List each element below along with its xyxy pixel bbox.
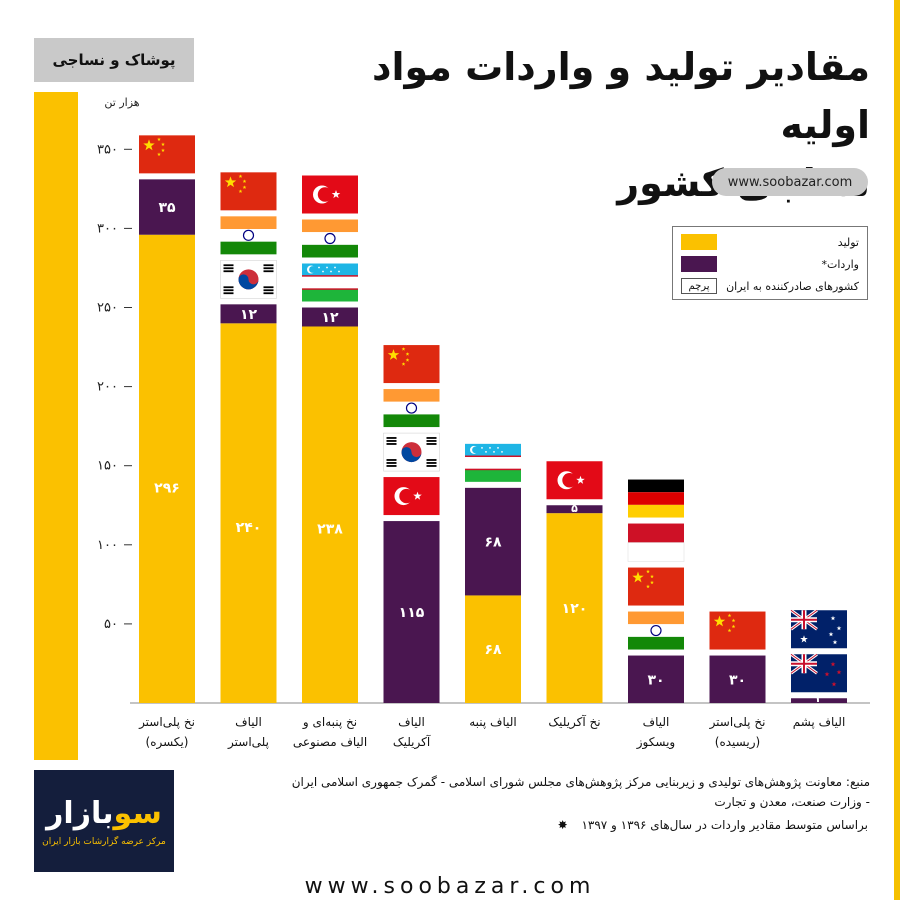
y-tick-label: ۲۵۰: [97, 301, 118, 316]
y-axis-label: هزار تن: [104, 96, 139, 109]
bar-production: [220, 323, 277, 703]
australia-flag-icon: [790, 609, 847, 649]
data-label-production: ۲۴۰: [236, 520, 262, 536]
bar-imports: [791, 698, 847, 703]
south-korea-flag-icon: [220, 260, 277, 299]
footnote: براساس متوسط مقادیر واردات در سال‌های ۱۳…: [500, 818, 868, 832]
bar-imports: [220, 304, 277, 324]
bar-imports: [465, 487, 521, 596]
logo-wordmark: سوبازار: [46, 796, 162, 831]
data-label-production: ۲۹۶: [154, 480, 180, 496]
bar-imports: [628, 655, 684, 703]
x-tick-label: الیاف: [398, 715, 425, 729]
legend-item-imports: واردات*: [681, 255, 859, 273]
turkey-flag-icon: [302, 175, 358, 214]
y-tick-label: ۳۰۰: [97, 221, 118, 236]
x-tick-label: (یکسره): [146, 735, 189, 750]
title-line-1: مقادیر تولید و واردات مواد اولیه: [371, 45, 870, 147]
y-tick-label: ۲۰۰: [97, 380, 118, 395]
footnote-mark-icon: ✸: [557, 818, 568, 832]
legend-label-imports: واردات*: [821, 257, 860, 271]
y-tick-label: ۱۵۰: [97, 459, 118, 474]
source-note: منبع: معاونت پژوهش‌های تولیدی و زیربنایی…: [190, 772, 870, 812]
x-tick-label: نخ پنبه‌ای و: [302, 715, 357, 730]
india-flag-icon: [628, 611, 684, 650]
china-flag-icon: [220, 172, 277, 211]
soobazar-logo[interactable]: سوبازار مرکز عرضه گزارشات بازار ایران: [34, 770, 174, 872]
y-tick-label: ۵۰: [104, 617, 118, 632]
india-flag-icon: [302, 219, 358, 258]
south-korea-flag-icon: [383, 432, 440, 472]
x-tick-label: نخ پلی‌استر: [138, 715, 195, 730]
bar-production: [546, 513, 603, 703]
turkey-flag-icon: [546, 461, 603, 500]
legend-label-flags: کشورهای صادرکننده به ایران: [726, 279, 859, 293]
china-flag-icon: [383, 345, 440, 384]
x-tick-label: آکریلیک: [393, 734, 431, 750]
website-badge[interactable]: www.soobazar.com: [712, 168, 868, 196]
x-tick-label: الیاف پشم: [793, 715, 846, 729]
legend-label-production: تولید: [837, 235, 859, 249]
x-tick-label: نخ آکریلیک: [548, 714, 600, 730]
logo-word-accent: سو: [113, 795, 162, 831]
legend-item-flags: کشورهای صادرکننده به ایران پرچم: [681, 277, 859, 295]
chart-legend: تولید واردات* کشورهای صادرکننده به ایران…: [672, 226, 868, 300]
uzbekistan-flag-icon: [302, 263, 358, 302]
x-tick-label: ویسکوز: [636, 735, 675, 750]
source-line-2: - وزارت صنعت، معدن و تجارت: [714, 795, 870, 809]
source-line-1: منبع: معاونت پژوهش‌های تولیدی و زیربنایی…: [291, 775, 870, 789]
x-tick-label: نخ پلی‌استر: [709, 715, 766, 730]
side-accent-bar: [34, 92, 78, 760]
data-label-imports: ۵: [571, 502, 578, 515]
legend-swatch-imports: [681, 256, 717, 272]
logo-word-main: بازار: [46, 795, 114, 831]
footer-url[interactable]: www.soobazar.com: [304, 874, 596, 899]
new-zealand-flag-icon: [790, 653, 847, 693]
x-tick-label: الیاف پنبه: [469, 715, 517, 729]
legend-swatch-production: [681, 234, 717, 250]
data-label-imports: ۳۵: [158, 200, 176, 216]
bar-imports: [139, 179, 195, 235]
y-tick-label: ۳۵۰: [97, 142, 118, 157]
logo-tagline: مرکز عرضه گزارشات بازار ایران: [42, 836, 166, 847]
data-label-imports: ۳: [816, 692, 823, 705]
legend-flag-box: پرچم: [681, 278, 717, 294]
x-tick-label: الیاف: [643, 715, 670, 729]
bar-production: [302, 326, 358, 703]
legend-item-production: تولید: [681, 233, 859, 251]
data-label-production: ۲۳۸: [317, 522, 343, 538]
footnote-text: براساس متوسط مقادیر واردات در سال‌های ۱۳…: [581, 818, 868, 832]
data-label-imports: ۳۰: [729, 672, 746, 688]
india-flag-icon: [220, 216, 277, 255]
x-tick-label: (ریسیده): [715, 735, 760, 750]
data-label-imports: ۳۰: [647, 672, 664, 688]
data-label-imports: ۱۲: [240, 307, 258, 323]
indonesia-flag-icon: [627, 523, 685, 562]
data-label-production: ۶۸: [484, 642, 502, 658]
germany-flag-icon: [628, 479, 684, 518]
china-flag-icon: [139, 135, 195, 174]
bar-production: [465, 595, 521, 703]
x-tick-label: پلی‌استر: [227, 735, 269, 750]
x-tick-label: الیاف: [235, 715, 262, 729]
uzbekistan-flag-icon: [465, 443, 521, 482]
bar-imports: [709, 655, 766, 703]
y-tick-label: ۱۰۰: [97, 538, 118, 553]
india-flag-icon: [383, 389, 440, 428]
turkey-flag-icon: [383, 477, 440, 516]
data-label-production: ۱۲۰: [562, 601, 588, 617]
data-label-imports: ۶۸: [484, 535, 502, 551]
bar-imports: [383, 521, 440, 703]
data-label-imports: ۱۱۵: [399, 605, 425, 621]
category-badge: پوشاک و نساجی: [34, 38, 194, 82]
bar-imports: [546, 505, 603, 514]
china-flag-icon: [709, 611, 766, 650]
x-tick-label: الیاف مصنوعی: [293, 735, 367, 750]
data-label-imports: ۱۲: [321, 310, 339, 326]
china-flag-icon: [628, 567, 684, 606]
bar-imports: [302, 307, 358, 327]
bar-production: [139, 234, 195, 703]
